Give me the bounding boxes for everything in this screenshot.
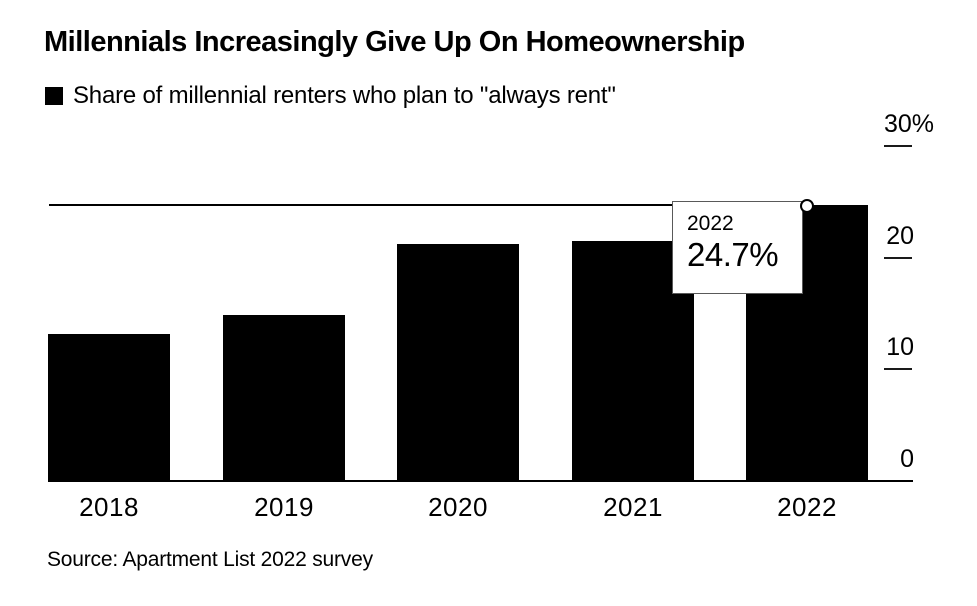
tooltip-year: 2022 [687, 212, 734, 235]
x-axis-label-2020: 2020 [428, 492, 488, 522]
bar-2019[interactable] [223, 315, 345, 481]
y-axis-tick-30 [884, 145, 912, 147]
x-axis-label-2018: 2018 [79, 492, 139, 522]
y-axis-tick-10 [884, 368, 912, 370]
y-axis-tick-20 [884, 257, 912, 259]
y-axis-label-20: 20 [886, 222, 914, 250]
reference-line [49, 204, 807, 206]
chart-title: Millennials Increasingly Give Up On Home… [44, 26, 745, 58]
legend-label: Share of millennial renters who plan to … [73, 82, 616, 109]
data-point-marker-icon[interactable] [800, 199, 814, 213]
x-axis-baseline [48, 480, 913, 482]
tooltip: 2022 24.7% [672, 201, 803, 294]
x-axis-label-2019: 2019 [254, 492, 314, 522]
x-axis-label-2021: 2021 [603, 492, 663, 522]
bar-2018[interactable] [48, 334, 170, 481]
source-note: Source: Apartment List 2022 survey [47, 548, 373, 571]
y-axis-label-10: 10 [886, 333, 914, 361]
legend-swatch-icon [45, 87, 63, 105]
y-axis-label-30: 30% [884, 110, 935, 138]
legend: Share of millennial renters who plan to … [45, 82, 616, 110]
tooltip-value: 24.7% [687, 236, 779, 273]
bar-2020[interactable] [397, 244, 519, 481]
x-axis-label-2022: 2022 [777, 492, 837, 522]
y-axis-label-0: 0 [900, 445, 914, 473]
